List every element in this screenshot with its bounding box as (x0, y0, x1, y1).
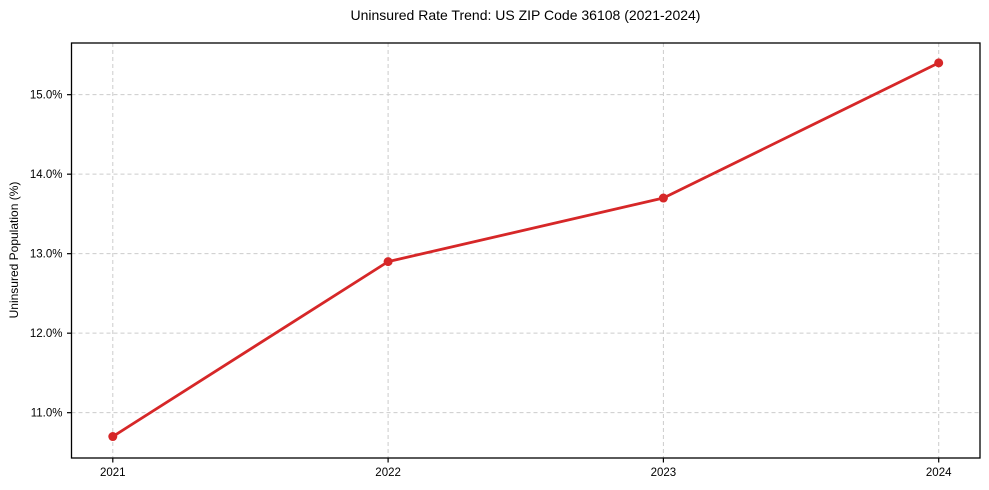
data-point (658, 193, 668, 203)
data-point (383, 257, 393, 267)
y-tick-label: 15.0% (30, 90, 63, 102)
x-tick-label: 2024 (926, 467, 952, 479)
x-tick-label: 2021 (100, 467, 126, 479)
x-tick-label: 2022 (375, 467, 401, 479)
plot-border (70, 42, 981, 459)
data-point (108, 432, 118, 442)
x-tick-label: 2023 (651, 467, 677, 479)
chart-title: Uninsured Rate Trend: US ZIP Code 36108 … (350, 7, 701, 23)
y-tick-label: 13.0% (30, 249, 63, 261)
y-tick-label: 12.0% (30, 328, 63, 340)
y-tick-label: 14.0% (30, 169, 63, 181)
y-tick-label: 11.0% (31, 408, 63, 420)
data-point (934, 58, 944, 68)
trend-line (111, 61, 941, 438)
